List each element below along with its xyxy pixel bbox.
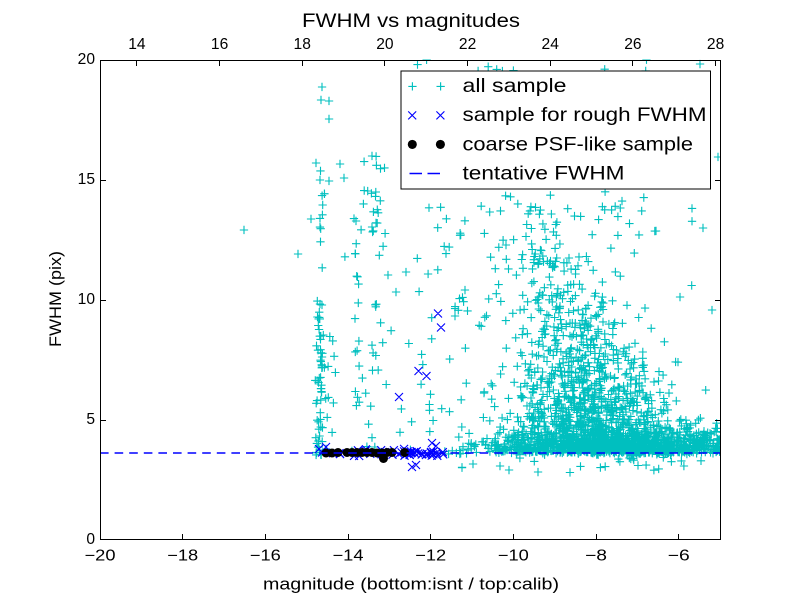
svg-text:−14: −14	[333, 548, 364, 565]
svg-text:all sample: all sample	[463, 75, 567, 97]
svg-text:10: 10	[78, 291, 96, 308]
svg-text:16: 16	[211, 36, 228, 53]
svg-text:20: 20	[376, 36, 394, 53]
svg-text:−16: −16	[250, 548, 281, 565]
svg-text:FWHM vs magnitudes: FWHM vs magnitudes	[302, 10, 520, 32]
svg-text:−18: −18	[167, 548, 198, 565]
svg-text:−6: −6	[668, 548, 690, 565]
svg-text:−8: −8	[585, 548, 607, 565]
svg-text:18: 18	[294, 36, 311, 53]
svg-text:5: 5	[86, 411, 95, 428]
svg-text:20: 20	[78, 51, 96, 68]
svg-text:magnitude (bottom:isnt / top:c: magnitude (bottom:isnt / top:calib)	[263, 576, 559, 594]
svg-text:0: 0	[86, 531, 95, 548]
svg-text:15: 15	[78, 171, 96, 188]
svg-text:14: 14	[128, 36, 146, 53]
svg-text:sample for rough FWHM: sample for rough FWHM	[463, 104, 707, 126]
svg-text:22: 22	[459, 36, 476, 53]
svg-text:24: 24	[542, 36, 560, 53]
svg-text:coarse PSF-like sample: coarse PSF-like sample	[463, 133, 694, 155]
svg-text:FWHM (pix): FWHM (pix)	[47, 251, 65, 347]
svg-text:tentative FWHM: tentative FWHM	[463, 162, 625, 184]
svg-text:−20: −20	[85, 548, 116, 565]
svg-text:−10: −10	[498, 548, 529, 565]
svg-text:26: 26	[624, 36, 641, 53]
svg-text:28: 28	[707, 36, 724, 53]
svg-text:−12: −12	[415, 548, 446, 565]
